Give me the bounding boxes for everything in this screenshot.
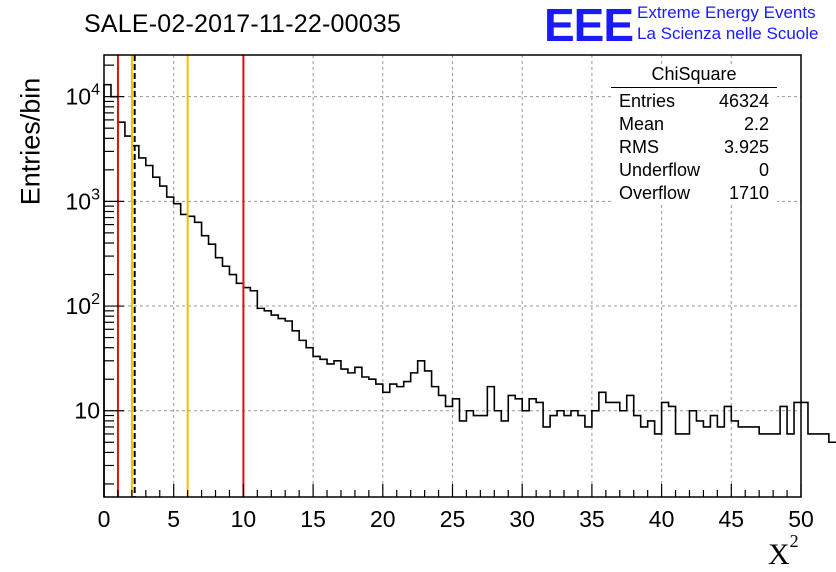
y-axis-label-wrap: Entries/bin bbox=[6, 78, 46, 206]
x-tick-label: 30 bbox=[509, 506, 535, 532]
logo-subtitle-1: Extreme Energy Events bbox=[637, 3, 816, 22]
y-tick-label: 104 bbox=[66, 82, 101, 110]
x-tick-label: 10 bbox=[231, 506, 257, 532]
y-axis-label: Entries/bin bbox=[15, 77, 46, 206]
x-tick-label: 20 bbox=[370, 506, 396, 532]
stats-row: Underflow 0 bbox=[619, 160, 769, 180]
reference-lines bbox=[116, 55, 245, 497]
logo-subtitle-2: La Scienza nelle Scuole bbox=[637, 24, 819, 43]
x-tick-label: 40 bbox=[649, 506, 675, 532]
x-tick-label: 0 bbox=[98, 506, 111, 532]
stats-row: Mean 2.2 bbox=[619, 114, 769, 134]
x-tick-label: 50 bbox=[788, 506, 814, 532]
x-tick-label: 35 bbox=[579, 506, 605, 532]
x-tick-label: 25 bbox=[440, 506, 466, 532]
x-tick-label: 15 bbox=[300, 506, 326, 532]
eee-logo: EEE bbox=[544, 0, 634, 51]
stats-row: Entries 46324 bbox=[619, 91, 769, 111]
histogram bbox=[103, 83, 836, 497]
x-tick-label: 45 bbox=[719, 506, 745, 532]
stats-title: ChiSquare bbox=[611, 64, 777, 88]
y-tick-label: 103 bbox=[66, 186, 101, 214]
x-axis-label: X2 bbox=[768, 531, 799, 571]
axes: 0 5 10 15 20 25 30 35 40 45 50 10 102 103 104 bbox=[66, 54, 814, 532]
stats-row: Overflow 1710 bbox=[619, 183, 769, 203]
y-tick-label: 10 bbox=[74, 398, 100, 424]
y-tick-label: 102 bbox=[66, 291, 101, 319]
x-axis-label-superscript: 2 bbox=[789, 531, 799, 551]
stats-row: RMS 3.925 bbox=[619, 137, 769, 157]
stats-box: ChiSquare Entries 46324 Mean 2.2 RMS 3.925 … bbox=[611, 64, 777, 205]
chart-title: SALE-02-2017-11-22-00035 bbox=[84, 10, 402, 38]
x-tick-label: 5 bbox=[167, 506, 180, 532]
histogram-outline bbox=[103, 83, 836, 497]
